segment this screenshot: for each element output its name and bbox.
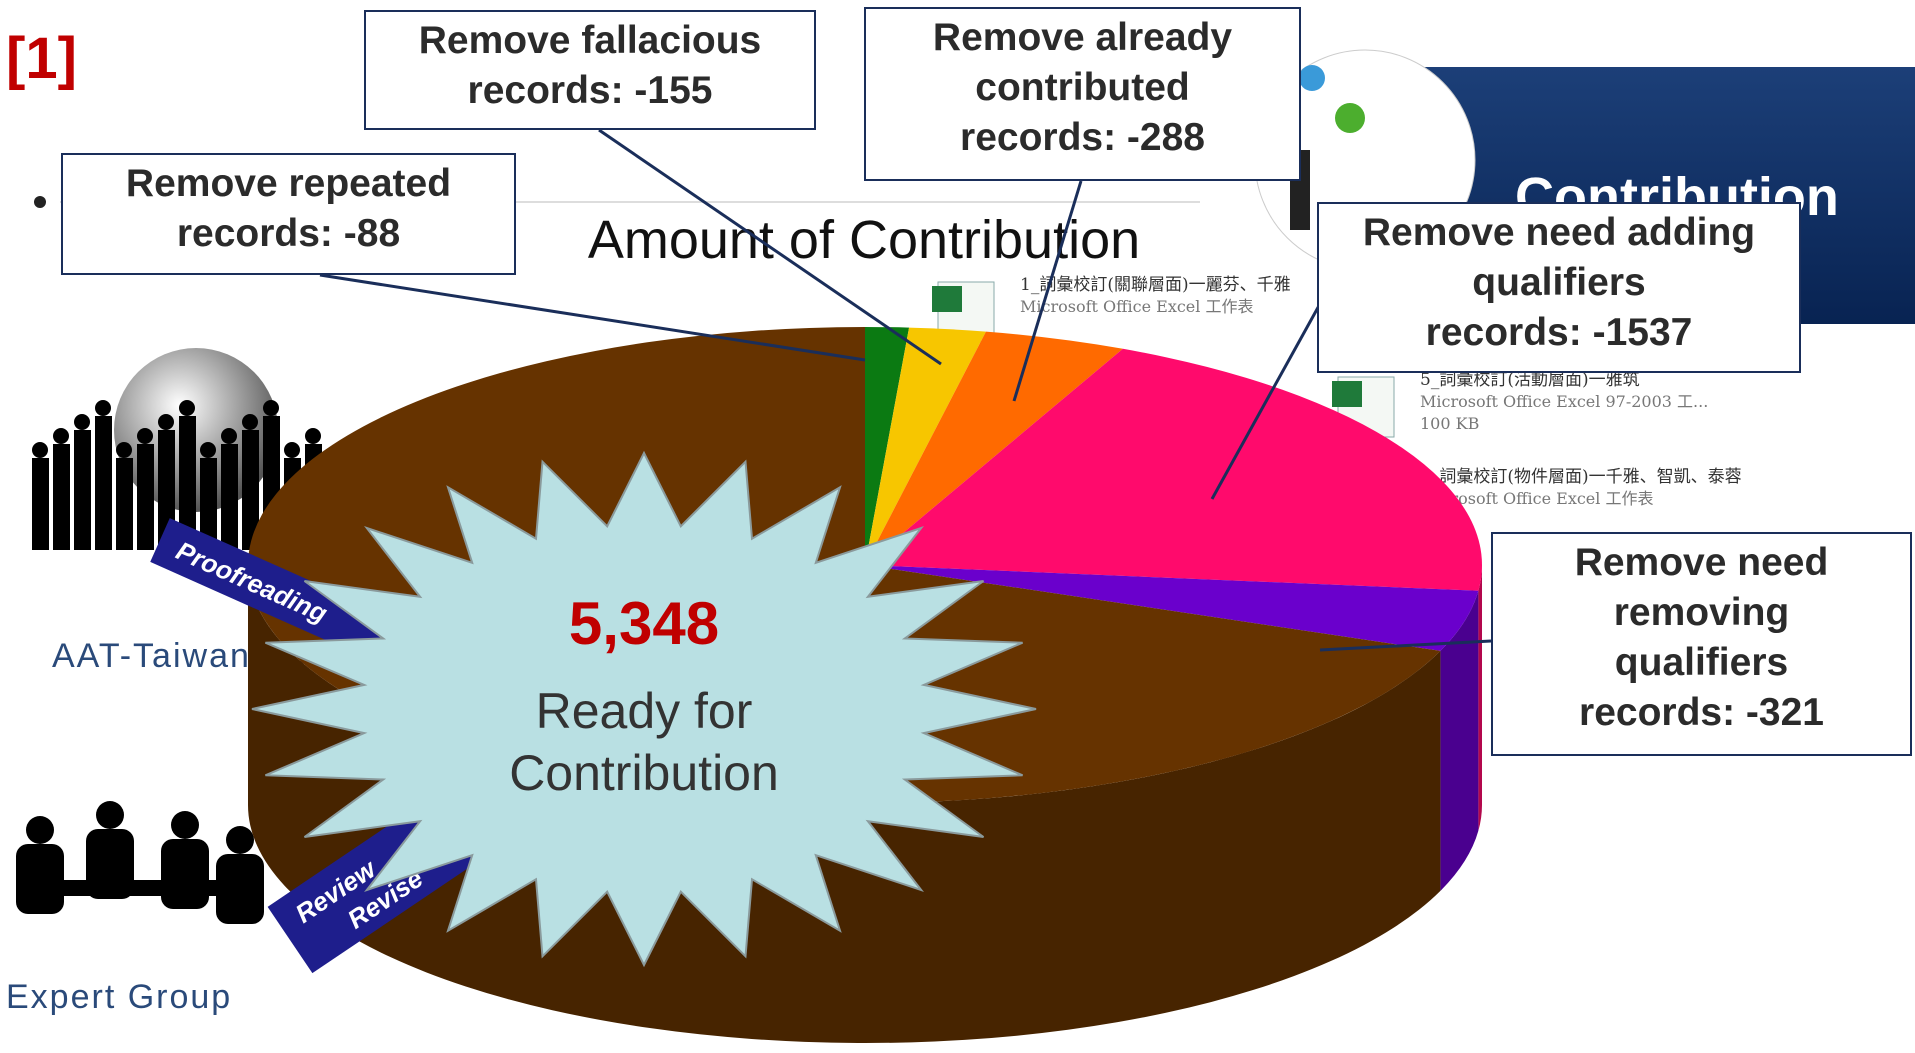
- logo-dot: [1335, 103, 1365, 133]
- person-body: [32, 458, 49, 550]
- file-type: Microsoft Office Excel 97-2003 工...: [1420, 392, 1708, 411]
- callout: Remove fallacious records: -155: [364, 10, 816, 130]
- meeting: [16, 801, 264, 924]
- person-body: [16, 844, 64, 914]
- person-head: [32, 442, 48, 458]
- person-head: [179, 400, 195, 416]
- person-body: [116, 458, 133, 550]
- callout-value: -1537: [1593, 311, 1693, 354]
- callout-label: Remove repeated records:: [126, 162, 451, 255]
- file-name: 1_詞彙校訂(關聯層面)一麗芬、千雅: [1020, 275, 1291, 295]
- person-head: [96, 801, 124, 829]
- person-body: [137, 444, 154, 550]
- person-body: [161, 839, 209, 909]
- file-icon-badge: [932, 286, 962, 312]
- person-body: [221, 444, 238, 550]
- file-name: 7_詞彙校訂(物件層面)一千雅、智凱、泰蓉: [1420, 467, 1742, 487]
- file-icon-badge: [1332, 381, 1362, 407]
- slide: Contribution [1] AAT-Taiwan Editors Expe…: [0, 0, 1915, 1053]
- person-head: [116, 442, 132, 458]
- slide-label: [1]: [6, 26, 77, 91]
- callout-value: -321: [1746, 691, 1824, 734]
- logo-dot: [1299, 65, 1325, 91]
- person-head: [95, 400, 111, 416]
- file-name: 5_詞彙校訂(活動層面)一雅筑: [1420, 370, 1640, 390]
- leader-line: [320, 275, 865, 360]
- person-head: [305, 428, 321, 444]
- person-head: [26, 816, 54, 844]
- person-head: [74, 414, 90, 430]
- person-head: [137, 428, 153, 444]
- callout: Remove need removing qualifiers records:…: [1491, 532, 1912, 756]
- person-head: [200, 442, 216, 458]
- callout: Remove need adding qualifiers records: -…: [1317, 202, 1801, 373]
- callout-label: Remove need adding qualifiers records:: [1363, 211, 1755, 354]
- slice-side: [1478, 565, 1482, 831]
- callout: Remove repeated records: -88: [61, 153, 516, 275]
- person-head: [171, 811, 199, 839]
- person-head: [158, 414, 174, 430]
- callout-value: -88: [344, 212, 400, 255]
- person-head: [221, 428, 237, 444]
- person-head: [53, 428, 69, 444]
- file-type: Microsoft Office Excel 工作表: [1020, 297, 1253, 316]
- callout-value: -288: [1127, 116, 1205, 159]
- callout-value: -155: [634, 69, 712, 112]
- center-label: Ready for: [536, 683, 753, 739]
- center-label: Contribution: [509, 745, 779, 801]
- person-head: [284, 442, 300, 458]
- bullet: [34, 196, 46, 208]
- person-head: [263, 400, 279, 416]
- file-size: 100 KB: [1420, 414, 1479, 433]
- person-head: [242, 414, 258, 430]
- center-value: 5,348: [569, 590, 719, 657]
- person-body: [53, 444, 70, 550]
- callout: Remove already contributed records: -288: [864, 7, 1301, 181]
- person-body: [95, 416, 112, 550]
- experts-label: Expert Group: [6, 978, 232, 1016]
- person-head: [226, 826, 254, 854]
- table: [60, 880, 230, 896]
- person-body: [74, 430, 91, 550]
